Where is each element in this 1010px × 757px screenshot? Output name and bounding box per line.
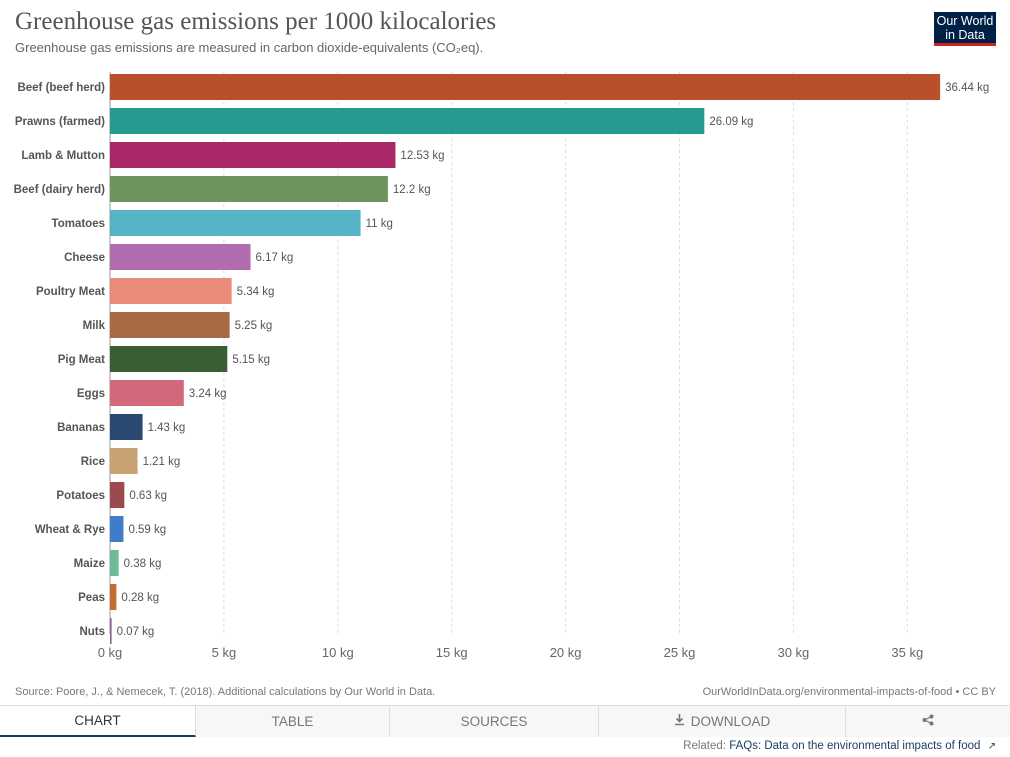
x-tick-label: 35 kg xyxy=(891,645,923,660)
tab-bar: CHART TABLE SOURCES DOWNLOAD xyxy=(0,705,1010,737)
value-label: 5.34 kg xyxy=(237,286,275,298)
bar xyxy=(110,380,184,406)
category-label: Beef (dairy herd) xyxy=(14,184,106,196)
bar xyxy=(110,176,388,202)
category-label: Lamb & Mutton xyxy=(21,150,105,162)
category-label: Rice xyxy=(81,456,105,468)
category-label: Pig Meat xyxy=(58,354,105,366)
value-label: 3.24 kg xyxy=(189,388,227,400)
tab-sources[interactable]: SOURCES xyxy=(390,706,599,737)
bar xyxy=(110,550,119,576)
category-label: Prawns (farmed) xyxy=(15,116,105,128)
x-tick-label: 5 kg xyxy=(212,645,237,660)
bar xyxy=(110,516,124,542)
category-label: Eggs xyxy=(77,388,105,400)
x-tick-label: 10 kg xyxy=(322,645,354,660)
category-label: Potatoes xyxy=(56,490,105,502)
bar xyxy=(110,244,251,270)
related-links: Related: FAQs: Data on the environmental… xyxy=(683,740,996,752)
category-label: Poultry Meat xyxy=(36,286,105,298)
value-label: 26.09 kg xyxy=(709,116,753,128)
bar xyxy=(110,584,117,610)
x-tick-label: 15 kg xyxy=(436,645,468,660)
bar xyxy=(110,482,125,508)
tab-table-label: TABLE xyxy=(271,714,314,729)
related-faq-link[interactable]: FAQs: Data on the environmental impacts … xyxy=(729,740,981,752)
value-label: 0.28 kg xyxy=(121,592,159,604)
source-note[interactable]: Source: Poore, J., & Nemecek, T. (2018).… xyxy=(15,686,436,698)
category-label: Milk xyxy=(83,320,106,332)
category-label: Nuts xyxy=(79,626,105,638)
value-label: 0.59 kg xyxy=(128,524,166,536)
value-label: 1.21 kg xyxy=(143,456,181,468)
tab-download[interactable]: DOWNLOAD xyxy=(599,706,846,737)
value-label: 0.38 kg xyxy=(124,558,162,570)
tab-chart[interactable]: CHART xyxy=(0,706,196,737)
logo-line-1: Our World xyxy=(936,14,994,28)
value-label: 0.63 kg xyxy=(129,490,167,502)
related-prefix: Related: xyxy=(683,740,726,752)
category-label: Peas xyxy=(78,592,105,604)
category-label: Wheat & Rye xyxy=(35,524,105,536)
value-label: 36.44 kg xyxy=(945,82,989,94)
x-tick-label: 20 kg xyxy=(550,645,582,660)
tab-sources-label: SOURCES xyxy=(460,714,528,729)
tab-download-label: DOWNLOAD xyxy=(690,714,771,729)
chart-title: Greenhouse gas emissions per 1000 kiloca… xyxy=(15,8,497,35)
share-button[interactable] xyxy=(846,706,1010,737)
owid-logo[interactable]: Our World in Data xyxy=(934,12,996,46)
bar xyxy=(110,414,143,440)
bar xyxy=(110,346,228,372)
bar xyxy=(110,448,138,474)
x-tick-label: 25 kg xyxy=(664,645,696,660)
chart-subtitle: Greenhouse gas emissions are measured in… xyxy=(15,40,484,55)
category-label: Maize xyxy=(74,558,105,570)
external-link-icon: ↗ xyxy=(987,741,996,752)
bar xyxy=(110,618,112,644)
value-label: 1.43 kg xyxy=(148,422,186,434)
tab-table[interactable]: TABLE xyxy=(196,706,390,737)
value-label: 5.15 kg xyxy=(232,354,270,366)
bar xyxy=(110,108,705,134)
category-label: Beef (beef herd) xyxy=(17,82,105,94)
category-label: Tomatoes xyxy=(52,218,105,230)
bar xyxy=(110,312,230,338)
value-label: 6.17 kg xyxy=(256,252,294,264)
category-label: Bananas xyxy=(57,422,105,434)
value-label: 11 kg xyxy=(366,218,393,230)
value-label: 5.25 kg xyxy=(235,320,273,332)
bar xyxy=(110,278,232,304)
tab-chart-label: CHART xyxy=(74,713,121,728)
license-note[interactable]: OurWorldInData.org/environmental-impacts… xyxy=(702,686,996,698)
bar xyxy=(110,142,396,168)
bar-chart: 0 kg 5 kg 10 kg 15 kg 20 kg 25 kg 30 kg 35 kg Be… xyxy=(14,72,989,660)
x-tick-label: 0 kg xyxy=(98,645,123,660)
value-label: 0.07 kg xyxy=(117,626,155,638)
share-icon xyxy=(922,714,934,729)
bar xyxy=(110,74,941,100)
download-icon xyxy=(674,714,685,729)
category-label: Cheese xyxy=(64,252,105,264)
logo-line-2: in Data xyxy=(945,28,985,42)
value-label: 12.53 kg xyxy=(400,150,444,162)
value-label: 12.2 kg xyxy=(393,184,431,196)
bar xyxy=(110,210,361,236)
x-tick-label: 30 kg xyxy=(777,645,809,660)
